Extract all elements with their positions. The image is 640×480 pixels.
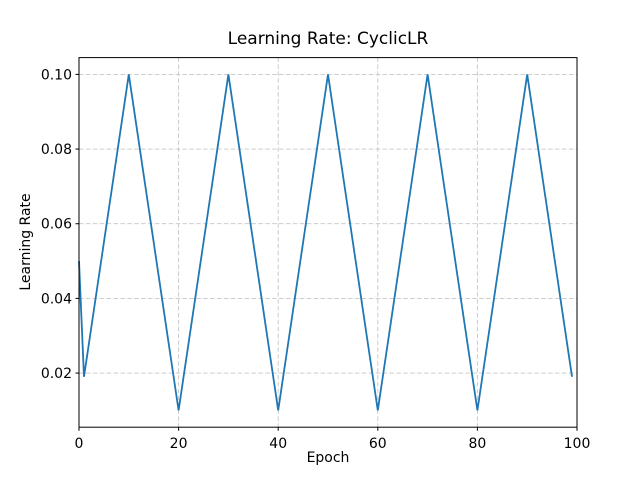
x-tick-label: 40 <box>269 436 287 452</box>
x-tick-label: 60 <box>369 436 387 452</box>
x-tick-label: 0 <box>75 436 84 452</box>
y-tick-label: 0.02 <box>41 366 72 382</box>
x-tick-label: 80 <box>468 436 486 452</box>
y-tick-label: 0.06 <box>41 217 72 233</box>
y-tick-label: 0.04 <box>41 291 72 307</box>
axes-spines <box>78 57 578 428</box>
y-tick-label: 0.08 <box>41 142 72 158</box>
x-tick-label: 100 <box>564 436 591 452</box>
y-axis-label: Learning Rate <box>18 193 34 291</box>
y-tick-label: 0.10 <box>41 67 72 83</box>
chart-title: Learning Rate: CyclicLR <box>227 29 429 49</box>
x-axis-label: Epoch <box>306 450 350 466</box>
learning-rate-line <box>78 74 573 411</box>
x-tick-label: 20 <box>170 436 188 452</box>
